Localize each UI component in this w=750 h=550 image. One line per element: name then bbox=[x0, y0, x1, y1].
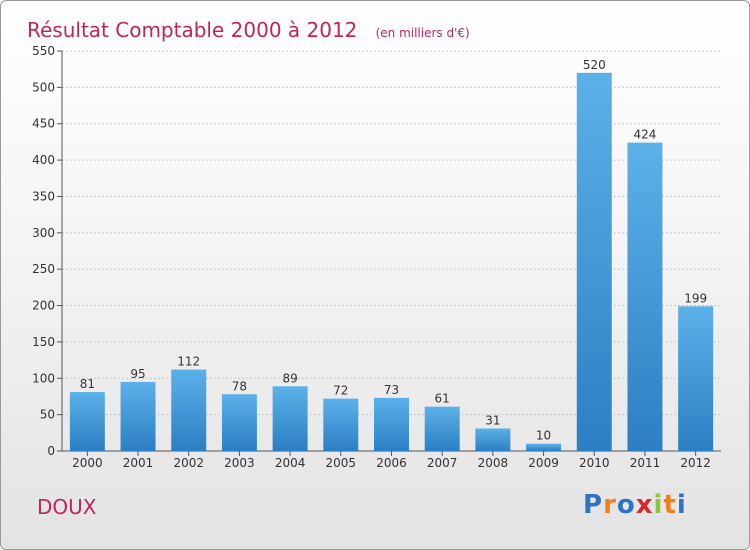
logo-letter: r bbox=[603, 490, 617, 520]
y-tick-label: 50 bbox=[40, 408, 55, 422]
x-tick-label: 2008 bbox=[478, 456, 509, 470]
x-tick-label: 2011 bbox=[630, 456, 661, 470]
y-tick-label: 150 bbox=[32, 335, 55, 349]
logo-letter: i bbox=[653, 490, 664, 520]
x-tick-label: 2002 bbox=[173, 456, 204, 470]
logo-letter: x bbox=[635, 490, 654, 520]
bar-2001 bbox=[120, 381, 156, 451]
y-tick-label: 250 bbox=[32, 262, 55, 276]
data-label: 424 bbox=[634, 128, 657, 142]
data-label: 81 bbox=[80, 377, 95, 391]
commune-name: DOUX bbox=[37, 495, 97, 519]
data-label: 89 bbox=[282, 371, 297, 385]
y-tick-label: 400 bbox=[32, 153, 55, 167]
chart-title-block: Résultat Comptable 2000 à 2012 (en milli… bbox=[27, 7, 470, 45]
bar-2005 bbox=[323, 398, 359, 451]
bar-2011 bbox=[627, 142, 663, 452]
bar-2009 bbox=[526, 443, 562, 451]
y-tick-label: 550 bbox=[32, 44, 55, 58]
x-tick-label: 2004 bbox=[275, 456, 306, 470]
data-label: 520 bbox=[583, 58, 606, 72]
y-tick-label: 350 bbox=[32, 189, 55, 203]
y-tick-label: 500 bbox=[32, 80, 55, 94]
bar-2008 bbox=[475, 428, 511, 451]
data-label: 73 bbox=[384, 383, 399, 397]
chart-title: Résultat Comptable 2000 à 2012 bbox=[27, 18, 358, 42]
y-tick-label: 0 bbox=[47, 444, 55, 458]
data-label: 31 bbox=[485, 413, 500, 427]
x-tick-label: 2012 bbox=[680, 456, 711, 470]
data-label: 72 bbox=[333, 384, 348, 398]
bar-2002 bbox=[171, 369, 207, 451]
bar-2010 bbox=[576, 72, 612, 452]
x-tick-label: 2003 bbox=[224, 456, 255, 470]
bar-2004 bbox=[272, 386, 308, 451]
y-tick-label: 300 bbox=[32, 226, 55, 240]
x-tick-label: 2005 bbox=[326, 456, 357, 470]
y-tick-label: 200 bbox=[32, 299, 55, 313]
y-tick-label: 450 bbox=[32, 117, 55, 131]
logo-letter: t bbox=[663, 490, 677, 520]
chart-subtitle: (en milliers d'€) bbox=[375, 26, 470, 40]
bar-2007 bbox=[424, 406, 460, 451]
x-tick-label: 2009 bbox=[528, 456, 559, 470]
proxiti-logo: Proxiti bbox=[583, 490, 687, 520]
bar-2012 bbox=[678, 306, 714, 451]
logo-letter: o bbox=[616, 490, 636, 520]
bar-2000 bbox=[69, 392, 105, 451]
grid-lines bbox=[62, 50, 721, 416]
logo-letter: P bbox=[583, 490, 604, 520]
axes: 0 50 100 150 200 250 300 350 400 450 500 550 2000 200… bbox=[32, 44, 721, 470]
bars bbox=[69, 72, 714, 452]
data-label: 199 bbox=[684, 291, 707, 305]
data-label: 61 bbox=[435, 392, 450, 406]
x-tick-label: 2006 bbox=[376, 456, 407, 470]
data-label: 10 bbox=[536, 429, 551, 443]
data-labels: 81 95 112 78 89 72 73 61 31 10 520 424 199 bbox=[80, 58, 707, 443]
data-label: 78 bbox=[232, 379, 247, 393]
x-tick-label: 2010 bbox=[579, 456, 610, 470]
data-label: 95 bbox=[130, 367, 145, 381]
bar-2006 bbox=[374, 397, 409, 451]
y-tick-label: 100 bbox=[32, 371, 55, 385]
x-tick-label: 2001 bbox=[123, 456, 154, 470]
bar-2003 bbox=[221, 394, 257, 451]
x-tick-label: 2007 bbox=[427, 456, 458, 470]
logo-letter: i bbox=[676, 490, 687, 520]
data-label: 112 bbox=[177, 355, 200, 369]
x-tick-label: 2000 bbox=[72, 456, 103, 470]
